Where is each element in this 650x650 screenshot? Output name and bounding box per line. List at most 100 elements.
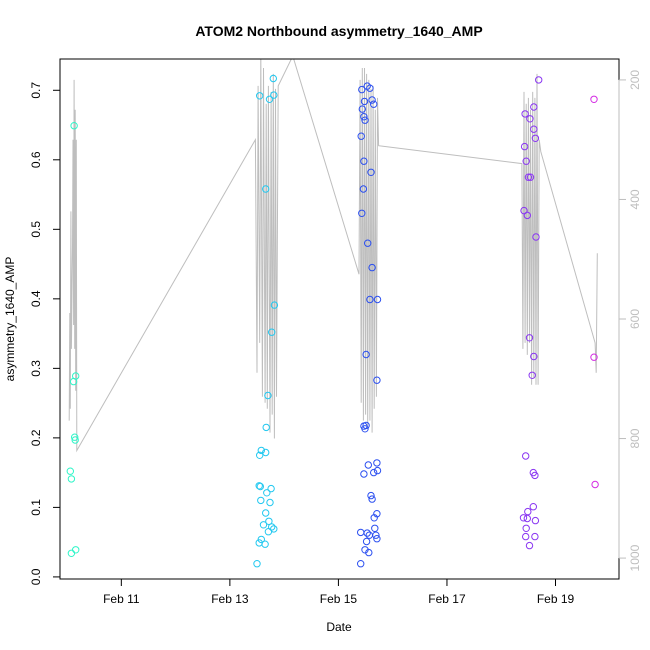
data-point xyxy=(360,97,369,106)
data-point xyxy=(530,125,538,133)
data-point xyxy=(72,372,80,380)
data-point xyxy=(261,540,269,548)
y-tick-label: 0.6 xyxy=(29,151,43,168)
data-point xyxy=(269,74,277,83)
data-point xyxy=(262,185,270,193)
data-point xyxy=(268,328,276,336)
chart-title: ATOM2 Northbound asymmetry_1640_AMP xyxy=(195,23,482,39)
data-point xyxy=(530,103,538,111)
data-point xyxy=(264,391,272,400)
data-point xyxy=(373,535,381,543)
data-point xyxy=(535,76,543,84)
data-point xyxy=(67,475,76,483)
data-point xyxy=(370,468,378,477)
data-point xyxy=(590,353,598,361)
data-point xyxy=(373,295,382,304)
data-point xyxy=(360,470,368,478)
x-tick-label: Feb 19 xyxy=(537,592,575,606)
data-point xyxy=(522,157,530,165)
data-point xyxy=(531,532,539,541)
data-point xyxy=(531,471,539,480)
data-point xyxy=(368,495,376,503)
y-axis: 0.0 0.1 0.2 0.3 0.4 0.5 0.6 0.7 xyxy=(29,82,61,585)
data-point xyxy=(357,528,365,537)
data-point xyxy=(363,529,371,537)
x-axis: Feb 11 Feb 13 Feb 15 Feb 17 Feb 19 xyxy=(103,578,575,606)
data-point xyxy=(364,239,372,247)
y2-tick-label: 800 xyxy=(628,428,642,448)
data-point xyxy=(257,446,265,455)
data-point xyxy=(370,100,378,108)
data-point xyxy=(526,115,534,123)
data-point xyxy=(358,209,366,218)
data-point xyxy=(530,352,538,361)
data-point xyxy=(366,295,374,304)
data-point xyxy=(364,461,372,469)
data-point xyxy=(520,142,529,151)
data-point xyxy=(71,433,79,441)
data-point xyxy=(255,482,263,490)
data-point xyxy=(257,496,265,505)
data-point xyxy=(72,546,80,554)
data-point xyxy=(522,452,530,460)
data-point xyxy=(522,524,530,532)
y-tick-label: 0.7 xyxy=(29,82,43,99)
data-point xyxy=(528,371,536,379)
data-point xyxy=(263,489,271,497)
data-point xyxy=(71,436,79,444)
data-point xyxy=(358,105,366,113)
data-point xyxy=(373,466,382,475)
data-point xyxy=(524,507,532,516)
data-point xyxy=(262,423,270,432)
data-point xyxy=(525,334,534,342)
data-point xyxy=(366,84,374,92)
y-tick-label: 0.4 xyxy=(29,290,43,307)
data-point xyxy=(531,134,540,143)
data-point xyxy=(368,96,376,104)
data-point xyxy=(372,531,380,539)
data-point xyxy=(67,549,76,557)
data-point xyxy=(368,263,376,272)
data-point xyxy=(521,110,529,118)
y-tick-label: 0.3 xyxy=(29,360,43,377)
data-point xyxy=(370,514,378,522)
data-point xyxy=(253,560,261,568)
y2-axis: 200 400 600 800 1000 xyxy=(618,70,642,571)
x-tick-label: Feb 15 xyxy=(320,592,358,606)
data-point xyxy=(256,482,264,491)
data-point xyxy=(360,113,368,121)
x-axis-label: Date xyxy=(326,620,352,634)
data-point xyxy=(359,185,368,193)
data-point xyxy=(267,484,275,493)
x-tick-label: Feb 17 xyxy=(428,592,466,606)
data-point xyxy=(367,491,375,500)
y-tick-label: 0.5 xyxy=(29,221,43,238)
data-point xyxy=(259,521,268,529)
data-point xyxy=(522,532,530,541)
data-point xyxy=(361,425,369,433)
data-point xyxy=(270,91,278,99)
data-point xyxy=(266,498,274,507)
data-point xyxy=(361,116,369,124)
data-point xyxy=(362,421,370,430)
data-point xyxy=(525,541,534,550)
data-point xyxy=(373,459,381,467)
data-point xyxy=(523,211,531,220)
data-point xyxy=(70,122,78,130)
data-point xyxy=(524,173,533,181)
data-point xyxy=(365,548,373,557)
x-tick-label: Feb 11 xyxy=(103,592,140,606)
data-point xyxy=(66,467,75,475)
data-point xyxy=(590,95,598,104)
y-tick-label: 0.0 xyxy=(29,568,43,585)
data-point xyxy=(373,376,381,384)
data-point xyxy=(526,173,535,181)
data-point xyxy=(264,528,273,536)
data-point xyxy=(265,95,274,104)
data-point xyxy=(362,350,370,359)
y2-tick-label: 600 xyxy=(628,309,642,329)
x-tick-label: Feb 13 xyxy=(211,592,249,606)
data-point xyxy=(362,537,371,546)
secondary-trace-layer xyxy=(68,59,598,453)
